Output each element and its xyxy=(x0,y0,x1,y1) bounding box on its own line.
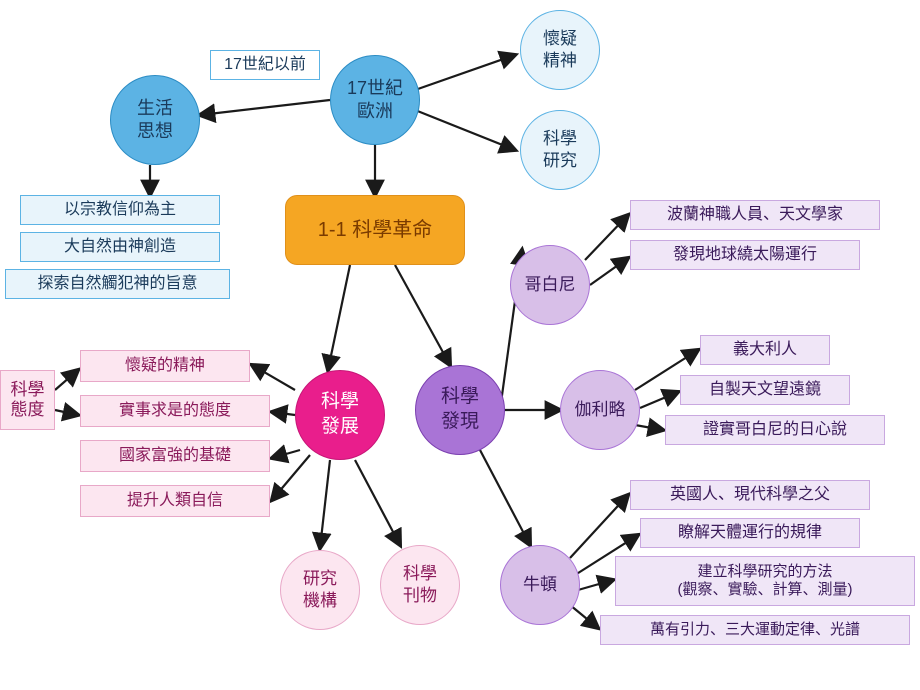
edge-11 xyxy=(55,410,78,415)
node-inst: 研究 機構 xyxy=(280,550,360,630)
node-journal: 科學 刊物 xyxy=(380,545,460,625)
edge-26 xyxy=(570,605,598,628)
node-sci_find: 科學 發現 xyxy=(415,365,505,455)
edge-14 xyxy=(272,450,300,458)
node-doubt: 懷疑 精神 xyxy=(520,10,600,90)
node-before17: 17世紀以前 xyxy=(210,50,320,80)
node-new3: 建立科學研究的方法 (觀察、實驗、計算、測量) xyxy=(615,556,915,606)
node-galileo: 伽利略 xyxy=(560,370,640,450)
edge-2 xyxy=(415,110,515,150)
node-cop1: 波蘭神職人員、天文學家 xyxy=(630,200,880,230)
edge-17 xyxy=(355,460,400,545)
node-doubt_sp: 懷疑的精神 xyxy=(80,350,250,382)
node-life: 生活 思想 xyxy=(110,75,200,165)
node-new1: 英國人、現代科學之父 xyxy=(630,480,870,510)
node-nature_god: 大自然由神創造 xyxy=(20,232,220,262)
edge-16 xyxy=(320,460,330,548)
edge-18 xyxy=(585,215,628,260)
edge-6 xyxy=(395,265,450,365)
edge-23 xyxy=(570,495,628,558)
node-confidence: 提升人類自信 xyxy=(80,485,270,517)
edge-13 xyxy=(272,412,295,415)
node-pragmatic: 實事求是的態度 xyxy=(80,395,270,427)
edge-21 xyxy=(640,392,678,408)
node-new4: 萬有引力、三大運動定律、光譜 xyxy=(600,615,910,645)
edge-1 xyxy=(415,55,515,90)
node-research: 科學 研究 xyxy=(520,110,600,190)
node-attitude: 科學 態度 xyxy=(0,370,55,430)
node-sci_dev: 科學 發展 xyxy=(295,370,385,460)
node-explore: 探索自然觸犯神的旨意 xyxy=(5,269,230,299)
edge-22 xyxy=(635,425,663,430)
node-europe17: 17世紀 歐洲 xyxy=(330,55,420,145)
node-gal3: 證實哥白尼的日心說 xyxy=(665,415,885,445)
node-gal2: 自製天文望遠鏡 xyxy=(680,375,850,405)
edge-25 xyxy=(578,580,613,590)
node-new2: 瞭解天體運行的規律 xyxy=(640,518,860,548)
node-religion: 以宗教信仰為主 xyxy=(20,195,220,225)
edge-15 xyxy=(272,455,310,500)
node-gal1: 義大利人 xyxy=(700,335,830,365)
edge-5 xyxy=(328,265,350,370)
edge-12 xyxy=(252,365,295,390)
node-main: 1-1 科學革命 xyxy=(285,195,465,265)
node-nation: 國家富強的基礎 xyxy=(80,440,270,472)
edge-19 xyxy=(590,258,628,285)
edge-10 xyxy=(55,370,78,390)
node-copernicus: 哥白尼 xyxy=(510,245,590,325)
node-newton: 牛頓 xyxy=(500,545,580,625)
edge-0 xyxy=(200,100,330,115)
edge-9 xyxy=(480,450,530,545)
node-cop2: 發現地球繞太陽運行 xyxy=(630,240,860,270)
